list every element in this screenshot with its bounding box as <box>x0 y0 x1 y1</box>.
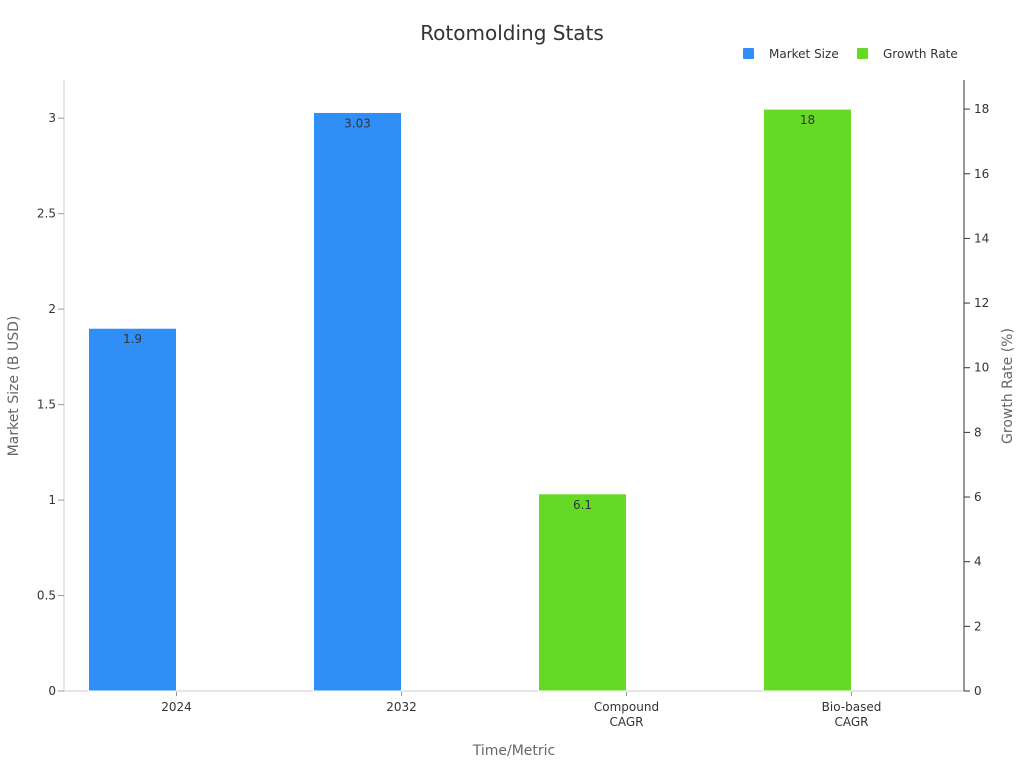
chart-title: Rotomolding Stats <box>420 21 604 45</box>
data-label: 18 <box>800 113 815 127</box>
y-tick-label: 2.5 <box>37 207 56 221</box>
y2-tick-label: 6 <box>974 490 982 504</box>
x-tick-label: CAGR <box>834 715 868 729</box>
x-tick-label: Compound <box>594 700 659 714</box>
x-tick-label: 2032 <box>386 700 417 714</box>
y2-tick-label: 10 <box>974 361 989 375</box>
y2-tick-label: 8 <box>974 425 982 439</box>
y2-tick-label: 14 <box>974 231 989 245</box>
x-tick-label: CAGR <box>609 715 643 729</box>
y2-axis-title: Growth Rate (%) <box>1000 328 1016 444</box>
bar-market-size <box>88 327 177 692</box>
y-tick-label: 3 <box>48 111 56 125</box>
legend-swatch-growth-rate <box>857 48 868 59</box>
y2-tick-label: 18 <box>974 102 989 116</box>
x-tick-label: Bio-based <box>822 700 882 714</box>
legend-label-growth-rate: Growth Rate <box>883 47 958 61</box>
bar-growth-rate <box>763 108 852 692</box>
bar-market-size <box>313 111 402 692</box>
y-tick-label: 2 <box>48 302 56 316</box>
y2-tick-label: 16 <box>974 167 989 181</box>
y2-tick-label: 0 <box>974 684 982 698</box>
legend-swatch-market-size <box>743 48 754 59</box>
y-tick-label: 1.5 <box>37 398 56 412</box>
bar-growth-rate <box>538 493 627 692</box>
y2-tick-label: 4 <box>974 555 982 569</box>
data-label: 1.9 <box>123 332 142 346</box>
legend: Market Size Growth Rate <box>743 47 958 61</box>
y2-tick-label: 2 <box>974 619 982 633</box>
x-axis-title: Time/Metric <box>472 743 556 759</box>
legend-label-market-size: Market Size <box>769 47 839 61</box>
y-tick-label: 1 <box>48 493 56 507</box>
y-tick-label: 0.5 <box>37 589 56 603</box>
y-axis-title: Market Size (B USD) <box>6 316 22 457</box>
x-tick-label: 2024 <box>161 700 192 714</box>
y2-tick-label: 12 <box>974 296 989 310</box>
data-label: 3.03 <box>344 116 371 130</box>
data-label: 6.1 <box>573 498 592 512</box>
plot-area: 0 0.5 1 1.5 2 2.5 3 0 2 4 6 8 10 12 14 16 18 2024 1.9 2032 3… <box>37 80 989 729</box>
y-tick-label: 0 <box>48 684 56 698</box>
